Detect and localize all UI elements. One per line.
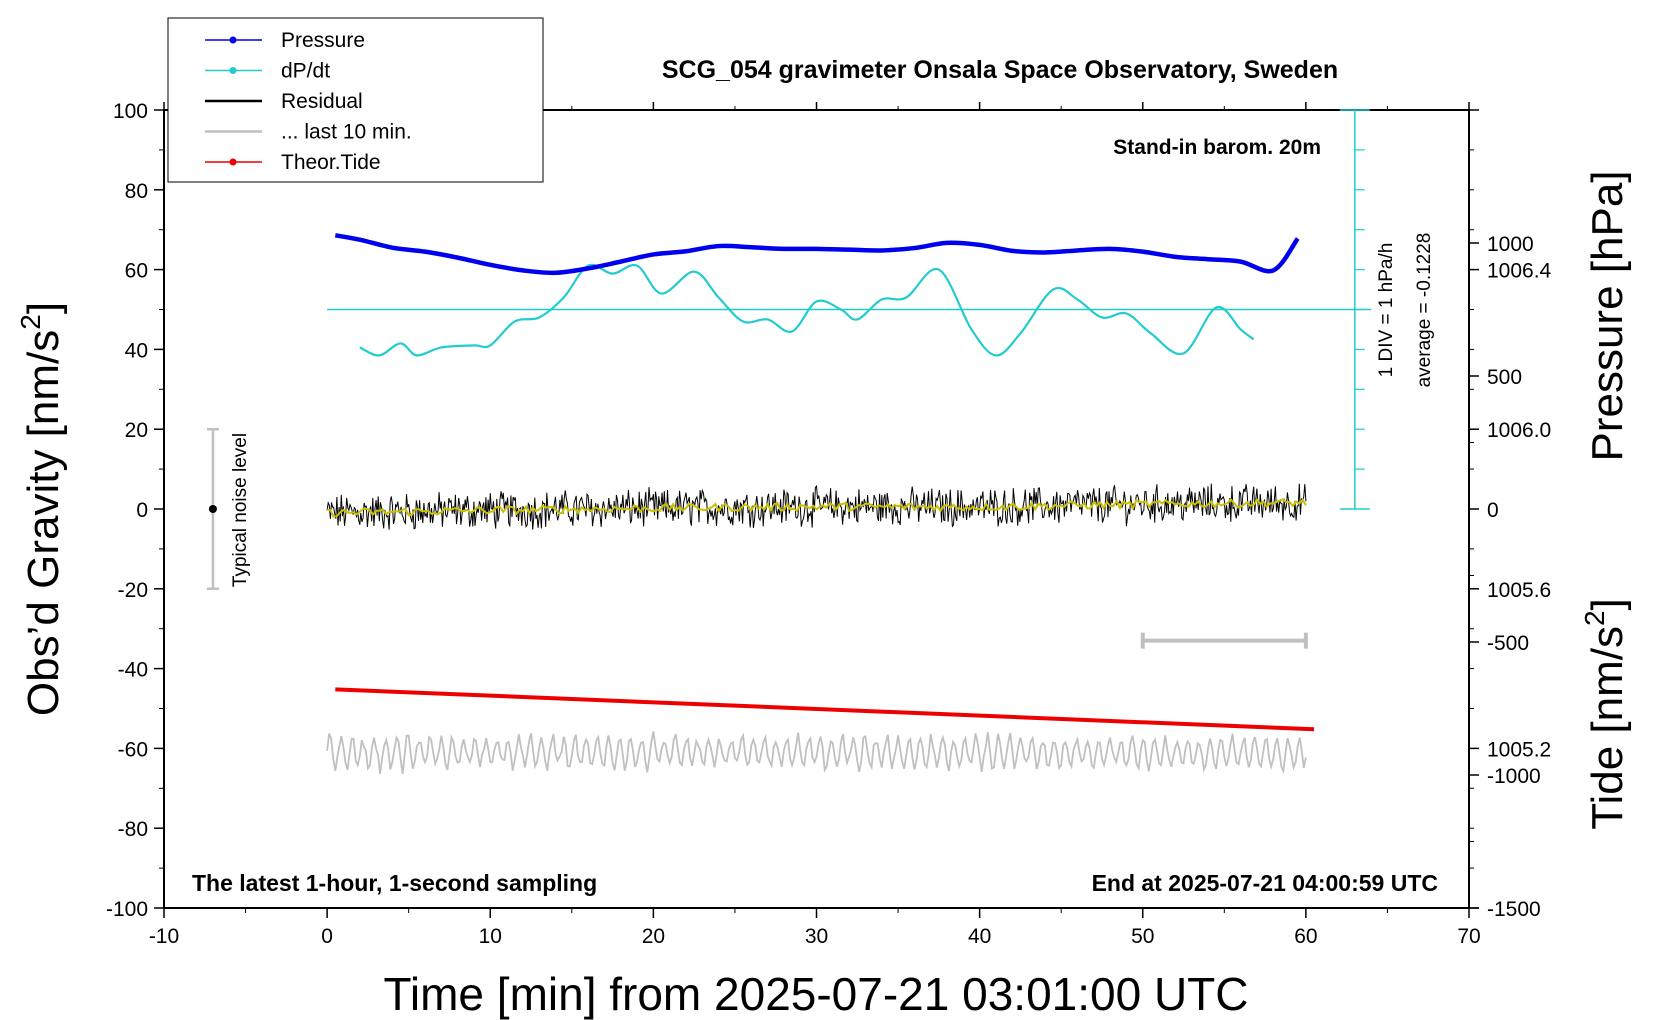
- y-tick-label: 100: [113, 100, 148, 123]
- legend: Pressure dP/dt Residual ... last 10 min. The…: [167, 17, 544, 183]
- legend-marker: [229, 158, 237, 166]
- tide-tick-label: -500: [1487, 632, 1529, 655]
- plot-data: [206, 233, 1372, 775]
- y-tick-label: -80: [118, 818, 148, 841]
- legend-label: Pressure: [281, 29, 365, 52]
- y-tick-label: -60: [118, 738, 148, 761]
- tide-tick-label: -1500: [1487, 898, 1541, 921]
- y-tick-label: -100: [106, 898, 148, 921]
- noise-bar-center: [208, 505, 217, 513]
- dpdt-line: [359, 263, 1255, 357]
- x-tick-label: 30: [805, 925, 828, 948]
- chart-title: SCG_054 gravimeter Onsala Space Observat…: [662, 56, 1338, 84]
- legend-label: Theor.Tide: [281, 151, 381, 174]
- y-axis-label-tide-tail: ]: [1583, 598, 1632, 610]
- y-axis-label-gravity-tail: ]: [19, 302, 68, 314]
- axis-ticks: -10 0 10 20 30 40 50 60 70-100-80-60-40-20020406…: [106, 100, 1552, 948]
- legend-marker: [229, 36, 237, 44]
- y-tick-label: 40: [125, 339, 148, 362]
- y-axis-label-tide: Tide [nm/s2]: [1579, 598, 1632, 830]
- theor-tide-line: [335, 687, 1315, 732]
- y-tick-label: 80: [125, 180, 148, 203]
- latest-hour-note: The latest 1-hour, 1-second sampling: [192, 870, 597, 896]
- y-axis-label-tide-main: Tide [nm/s: [1583, 626, 1632, 830]
- y-tick-label: 60: [125, 260, 148, 283]
- y-axis-label-tide-sup: 2: [1579, 610, 1610, 626]
- residual-smoothed-line: [326, 497, 1307, 518]
- x-tick-label: 70: [1457, 925, 1480, 948]
- y-tick-label: -20: [118, 579, 148, 602]
- tide-tick-label: 0: [1487, 499, 1499, 522]
- x-tick-label: 10: [479, 925, 502, 948]
- dpdt-div-label: 1 DIV = 1 hPa/h: [1376, 243, 1397, 378]
- pressure-tick-label: 1005.2: [1487, 738, 1551, 761]
- y-axis-label-gravity: Obs’d Gravity [nm/s2]: [15, 302, 68, 716]
- x-tick-label: 40: [968, 925, 991, 948]
- noise-level-label: Typical noise level: [230, 433, 251, 587]
- x-tick-label: 0: [321, 925, 333, 948]
- y-tick-label: 0: [136, 499, 148, 522]
- x-tick-label: -10: [149, 925, 179, 948]
- stand-in-barometer-note: Stand-in barom. 20m: [1113, 136, 1321, 159]
- x-axis-label: Time [min] from 2025-07-21 03:01:00 UTC: [384, 968, 1249, 1020]
- pressure-tick-label: 1006.0: [1487, 419, 1551, 442]
- y-axis-label-gravity-main: Obs’d Gravity [nm/s: [19, 330, 68, 716]
- pressure-tick-label: 1005.6: [1487, 579, 1551, 602]
- y-axis-label-gravity-sup: 2: [15, 314, 46, 330]
- tide-tick-label: -1000: [1487, 765, 1541, 788]
- legend-marker: [229, 67, 237, 74]
- pressure-line: [334, 233, 1300, 276]
- x-tick-label: 50: [1131, 925, 1154, 948]
- pressure-tick-label: 1006.4: [1487, 260, 1552, 283]
- x-tick-label: 20: [642, 925, 665, 948]
- x-tick-label: 60: [1294, 925, 1317, 948]
- residual-line: [326, 483, 1307, 530]
- legend-label: dP/dt: [281, 60, 330, 83]
- end-time-note: End at 2025-07-21 04:00:59 UTC: [1092, 870, 1438, 896]
- legend-label: Residual: [281, 90, 363, 113]
- tide-tick-label: 1000: [1487, 233, 1534, 256]
- dpdt-scale-axis: [1339, 109, 1370, 510]
- y-tick-label: 20: [125, 419, 148, 442]
- dpdt-average-label: average = -0.1228: [1414, 233, 1435, 388]
- tide-tick-label: 500: [1487, 366, 1522, 389]
- legend-label: ... last 10 min.: [281, 121, 412, 144]
- y-axis-label-pressure: Pressure [hPa]: [1583, 170, 1632, 461]
- last-10-min-line: [326, 731, 1307, 775]
- y-tick-label: -40: [118, 659, 148, 682]
